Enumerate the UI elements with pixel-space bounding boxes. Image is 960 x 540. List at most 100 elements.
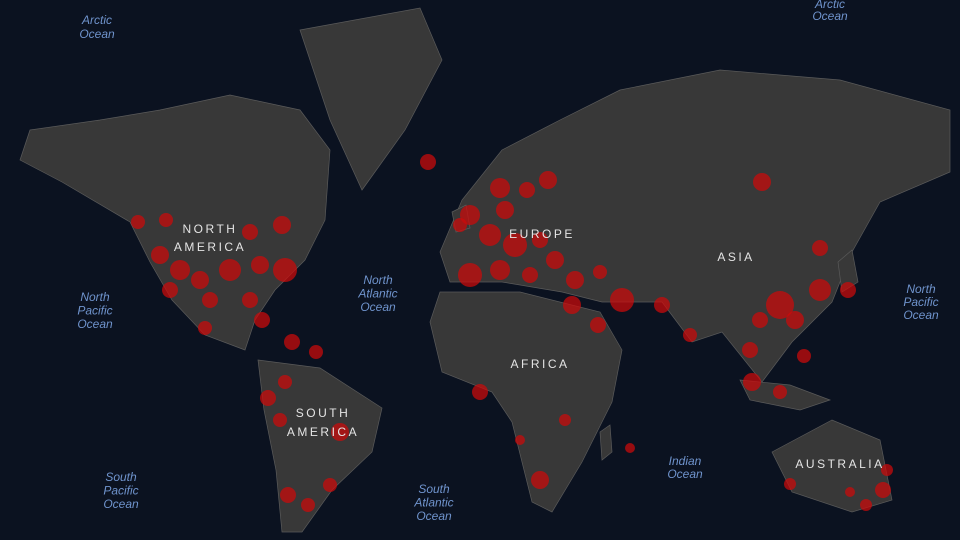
ocean-label: Arctic [814,0,845,11]
ocean-label: Ocean [103,497,139,511]
case-marker [539,171,557,189]
case-marker [875,482,891,498]
continent-label: EUROPE [509,227,575,241]
case-marker [458,263,482,287]
case-marker [563,296,581,314]
greenland [299,7,443,191]
case-marker [625,443,635,453]
case-marker [490,178,510,198]
case-marker [743,373,761,391]
case-marker [460,205,480,225]
ocean-label: Indian [669,454,702,468]
case-marker [881,464,893,476]
case-marker [420,154,436,170]
australia [771,419,893,513]
case-marker [522,267,538,283]
case-marker [752,312,768,328]
continent-label: SOUTH [296,406,351,420]
continent-label: AMERICA [174,240,246,254]
ocean-label: South [418,482,450,496]
ocean-label: Atlantic [413,496,453,510]
ocean-label: North [80,290,110,304]
continent-label: ASIA [717,250,754,264]
case-marker [590,317,606,333]
case-marker [260,390,276,406]
case-marker [845,487,855,497]
case-marker [242,292,258,308]
continent-label: AMERICA [287,425,359,439]
case-marker [654,297,670,313]
ocean-label: Pacific [103,484,138,498]
ocean-label: Pacific [77,304,112,318]
case-marker [191,271,209,289]
case-marker [860,499,872,511]
continent-label: AFRICA [510,357,569,371]
africa [429,291,623,513]
case-marker [198,321,212,335]
case-marker [753,173,771,191]
continent-label: NORTH [183,222,238,236]
case-marker [773,385,787,399]
case-marker [812,240,828,256]
ocean-label: North [363,273,393,287]
case-marker [301,498,315,512]
case-marker [496,201,514,219]
north-america [19,94,331,351]
ocean-label: Ocean [812,9,848,23]
case-marker [546,251,564,269]
case-marker [797,349,811,363]
case-marker [766,291,794,319]
case-marker [251,256,269,274]
case-marker [683,328,697,342]
case-marker [159,213,173,227]
ocean-label: Ocean [77,317,113,331]
ocean-label: Pacific [903,295,938,309]
case-marker [610,288,634,312]
case-markers [131,154,893,512]
case-marker [254,312,270,328]
case-marker [809,279,831,301]
case-marker [840,282,856,298]
ocean-label: Arctic [81,13,112,27]
case-marker [331,423,349,441]
labels: ArcticOceanArcticOceanNorthPacificOceanN… [77,0,939,523]
case-marker [278,375,292,389]
case-marker [566,271,584,289]
case-marker [273,258,297,282]
case-marker [479,224,501,246]
case-marker [593,265,607,279]
case-marker [170,260,190,280]
case-marker [219,259,241,281]
ocean-label: Ocean [416,509,452,523]
case-marker [280,487,296,503]
case-marker [273,216,291,234]
ocean-label: Ocean [667,467,703,481]
case-marker [284,334,300,350]
case-marker [162,282,178,298]
case-marker [273,413,287,427]
case-marker [490,260,510,280]
ocean-label: Atlantic [357,287,397,301]
case-marker [519,182,535,198]
case-marker [453,218,467,232]
ocean-label: North [906,282,936,296]
case-marker [531,471,549,489]
case-marker [131,215,145,229]
ocean-label: Ocean [903,308,939,322]
case-marker [323,478,337,492]
ocean-label: Ocean [360,300,396,314]
case-marker [786,311,804,329]
case-marker [784,478,796,490]
japan [837,249,859,293]
case-marker [742,342,758,358]
ocean-label: Ocean [79,27,115,41]
madagascar [599,424,613,461]
case-marker [532,232,548,248]
case-marker [559,414,571,426]
case-marker [151,246,169,264]
case-marker [503,233,527,257]
case-marker [309,345,323,359]
land [19,7,951,533]
case-marker [472,384,488,400]
